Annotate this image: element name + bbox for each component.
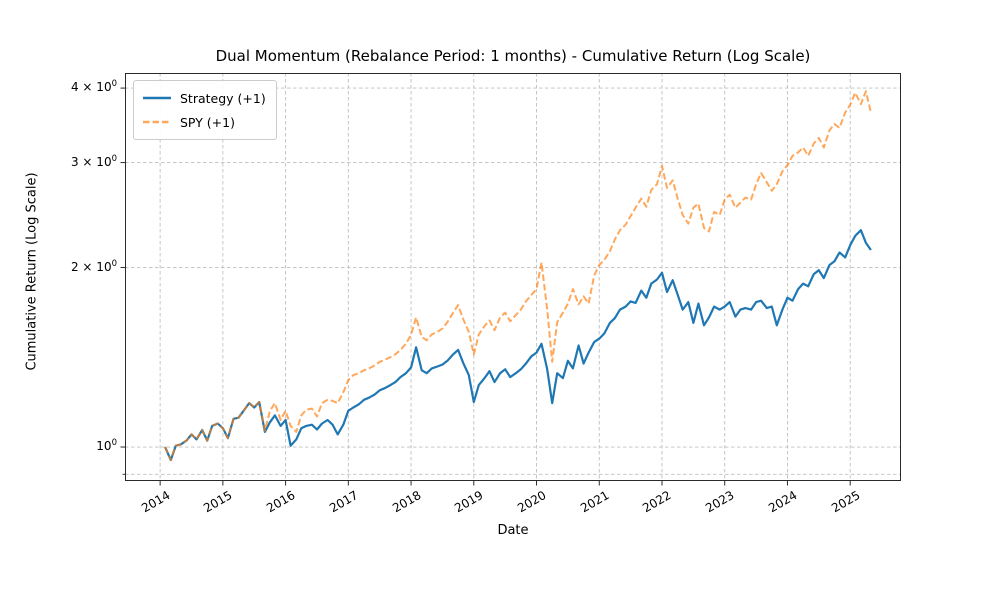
x-tick-label: 2018 [389,488,424,516]
legend-item-label: Strategy (+1) [180,90,266,106]
legend-item-label: SPY (+1) [180,114,235,130]
x-axis-label: Date [497,523,529,538]
legend-item: SPY (+1) [142,110,266,134]
x-tick-label: 2023 [703,488,737,516]
chart-title: Dual Momentum (Rebalance Period: 1 month… [215,47,811,65]
x-tick-label: 2014 [138,488,173,516]
x-tick-label: 2017 [326,488,361,516]
x-tick-label: 2019 [452,488,486,516]
x-tick-label: 2015 [201,488,235,516]
y-tick-label: 100 [96,438,117,454]
x-tick-label: 2020 [515,488,549,516]
x-tick-label: 2024 [766,488,800,516]
plot-spines [125,73,901,481]
spy-line [164,90,872,461]
legend-line-spy [143,120,171,124]
x-tick-label: 2022 [640,488,674,516]
x-tick-label: 2016 [264,488,298,516]
legend-line-strategy [143,96,171,100]
plot-area [120,73,901,486]
y-axis-label: Cumulative Return (Log Scale) [24,172,40,371]
strategy-line [164,229,872,462]
x-tick-label: 2021 [577,488,612,516]
y-tick-label: 2 × 100 [70,258,117,274]
x-tick-label: 2025 [828,488,863,516]
y-tick-label: 3 × 100 [70,153,117,169]
legend: Strategy (+1) SPY (+1) [133,80,277,140]
legend-item: Strategy (+1) [142,86,266,110]
y-tick-label: 4 × 100 [70,79,117,95]
